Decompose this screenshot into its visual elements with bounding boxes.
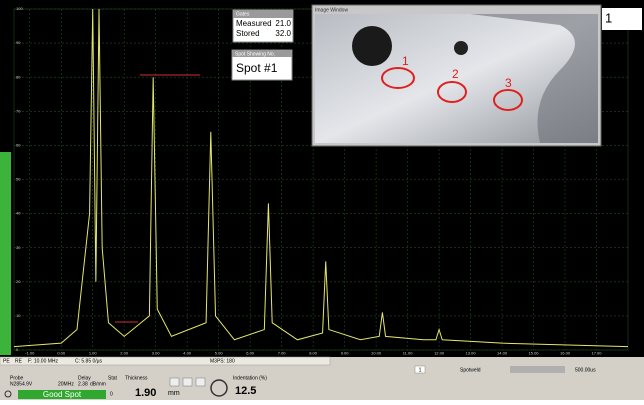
marker-label: 1 [402, 54, 409, 68]
status-item: RE [15, 358, 23, 364]
spot-type: Spotweld [460, 367, 481, 373]
status-item: F: 10.00 MHz [28, 358, 59, 364]
x-tick-label: 12.00 [434, 351, 445, 356]
panel-title: Spot Showing No. [235, 51, 275, 57]
x-tick-label: 11.00 [403, 351, 413, 356]
status-bar [0, 356, 331, 366]
label: Probe [10, 375, 24, 381]
marker-circle [437, 81, 467, 103]
x-tick-label: 9.00 [341, 351, 350, 356]
slider[interactable] [510, 366, 565, 373]
probe: N2854.9V [10, 381, 33, 387]
gain-bar [0, 152, 11, 355]
y-tick-label: 30 [16, 245, 21, 250]
marker-label: 2 [452, 67, 459, 81]
status-item: M3PS: 180 [210, 358, 235, 364]
panel-header [232, 50, 292, 57]
time: 500.00us [575, 367, 596, 373]
value: 32.0 [275, 29, 291, 38]
y-tick-label: 10 [16, 313, 21, 318]
status-item: C: 5.85 0/μs [75, 358, 103, 364]
x-tick-label: 6.00 [246, 351, 255, 356]
window-title: Image Window [315, 7, 348, 13]
hole [352, 26, 392, 66]
unit: mm [168, 390, 180, 397]
marker-circle [493, 89, 523, 111]
result: Good Spot [43, 390, 82, 399]
marker-label: 3 [505, 76, 512, 90]
result-box [18, 390, 106, 399]
x-tick-label: 2.00 [120, 351, 129, 356]
icon[interactable] [210, 379, 228, 397]
delay-unit: dB/mm [90, 381, 106, 387]
x-tick-label: 3.00 [152, 351, 161, 356]
label: Stat [108, 375, 118, 381]
delay: 2.38 [78, 381, 88, 387]
photo-shade [470, 14, 598, 143]
y-tick-label: 20 [16, 279, 21, 284]
waveform [14, 9, 628, 348]
x-tick-label: 5.00 [215, 351, 224, 356]
value: 21.0 [275, 19, 291, 28]
status-item: PE [3, 358, 10, 364]
x-tick-label: 7.00 [278, 351, 287, 356]
x-tick-label: 16.00 [560, 351, 571, 356]
page-box[interactable] [414, 365, 426, 374]
freq: 20MHz [58, 381, 74, 387]
x-tick-label: -1.00 [25, 351, 35, 356]
panel-header [233, 10, 293, 18]
x-tick-label: 4.00 [183, 351, 192, 356]
tool-button[interactable] [182, 377, 193, 387]
tool-button[interactable] [169, 377, 180, 387]
hole [454, 41, 468, 55]
stat: 0 [110, 391, 113, 397]
page: 1 [419, 367, 422, 373]
y-tick-label: 80 [16, 74, 21, 79]
counter-box [602, 8, 642, 30]
y-tick-label: 100 [16, 6, 23, 11]
label: Measured [236, 19, 272, 28]
marker-circle [381, 67, 415, 89]
x-tick-label: 17.00 [592, 351, 603, 356]
label: Indentation (%) [233, 375, 267, 381]
label: Stored [236, 29, 260, 38]
y-tick-label: 0 [16, 347, 19, 352]
x-tick-label: 13.00 [466, 351, 477, 356]
icon[interactable] [4, 390, 12, 398]
y-tick-label: 90 [16, 40, 21, 45]
x-tick-label: 15.00 [529, 351, 540, 356]
y-tick-label: 60 [16, 142, 21, 147]
x-tick-label: 10.00 [371, 351, 382, 356]
y-tick-label: 70 [16, 108, 21, 113]
x-tick-label: 0.00 [57, 351, 66, 356]
x-tick-label: 1.00 [89, 351, 98, 356]
indentation: 12.5 [235, 385, 256, 397]
x-tick-label: 8.00 [309, 351, 318, 356]
tool-button[interactable] [195, 377, 206, 387]
label: Thickness [125, 375, 148, 381]
x-tick-label: 14.00 [497, 351, 508, 356]
label: Delay [78, 375, 91, 381]
panel-title: Gates [236, 11, 250, 17]
counter: 1 [605, 10, 612, 25]
thickness: 1.90 [135, 387, 156, 399]
y-tick-label: 50 [16, 177, 21, 182]
y-tick-label: 40 [16, 211, 21, 216]
spot-value: Spot #1 [236, 61, 278, 75]
